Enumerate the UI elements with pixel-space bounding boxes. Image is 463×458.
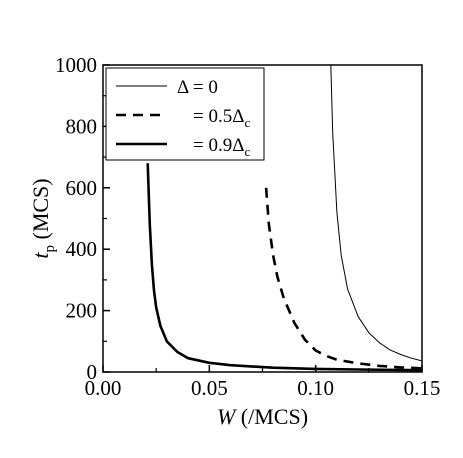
- y-tick-label: 600: [66, 176, 98, 200]
- legend-label-text: = 0.9Δ: [193, 135, 244, 156]
- legend: Δ = 0= 0.5Δc= 0.9Δc: [105, 67, 265, 161]
- x-axis-label-unit: (/MCS): [235, 404, 308, 429]
- x-tick-label: 0.00: [85, 376, 122, 400]
- legend-label-1: Δ = 0: [177, 77, 218, 98]
- x-axis-label: W (/MCS): [217, 404, 308, 429]
- y-tick-label: 800: [66, 114, 98, 138]
- y-axis-label: tp (MCS): [28, 178, 58, 258]
- y-tick-label: 200: [66, 299, 98, 323]
- x-tick-label: 0.10: [297, 376, 334, 400]
- series-layer: [146, 65, 422, 372]
- legend-label-text: = 0.5Δ: [193, 106, 244, 127]
- series-line-1: [330, 65, 422, 362]
- y-axis-label-unit: (MCS): [28, 178, 53, 245]
- legend-label-text: Δ = 0: [177, 77, 218, 98]
- series-line-3: [146, 163, 422, 372]
- y-tick-label: 400: [66, 237, 98, 261]
- legend-label-3: = 0.9Δc: [193, 135, 250, 159]
- x-tick-label: 0.05: [191, 376, 228, 400]
- y-axis-label-subscript: p: [42, 245, 58, 253]
- legend-label-subscript: c: [244, 144, 250, 159]
- y-axis-label-variable: t: [28, 252, 53, 259]
- series-line-2: [264, 187, 422, 370]
- axis-labels: W (/MCS) tp (MCS): [28, 178, 308, 429]
- ticks-layer: 0.00 0.05 0.10 0.15 0 200 400 600 800 1000: [55, 53, 440, 400]
- x-tick-label: 0.15: [404, 376, 441, 400]
- y-tick-label: 1000: [55, 53, 97, 77]
- x-axis-label-variable: W: [217, 404, 237, 429]
- y-tick-label: 0: [87, 360, 98, 384]
- legend-label-subscript: c: [244, 115, 250, 130]
- legend-label-2: = 0.5Δc: [193, 106, 250, 130]
